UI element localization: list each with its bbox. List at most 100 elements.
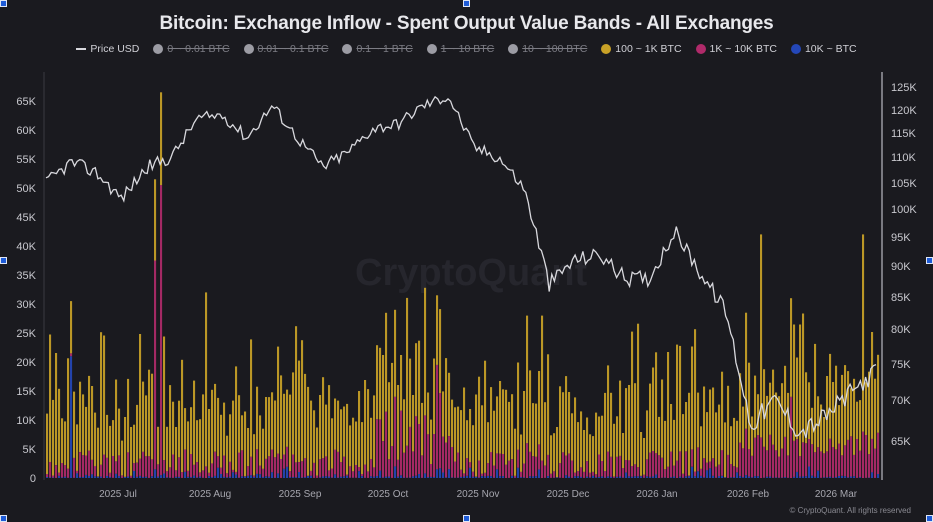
- bar-segment: [577, 476, 580, 478]
- bar-segment: [328, 385, 331, 471]
- bar-segment: [580, 467, 583, 477]
- bar-segment: [589, 477, 592, 478]
- bar-segment: [85, 455, 88, 475]
- selection-handle[interactable]: [0, 257, 7, 264]
- selection-handle[interactable]: [926, 515, 933, 522]
- bar-segment: [112, 456, 115, 478]
- bar-segment: [670, 404, 673, 452]
- bar-segment: [208, 476, 211, 478]
- bar-segment: [559, 386, 562, 464]
- bar-segment: [628, 460, 631, 477]
- bar-segment: [199, 419, 202, 473]
- bar-segment: [628, 476, 631, 478]
- y2-tick-label: 70K: [891, 395, 911, 407]
- selection-handle[interactable]: [0, 515, 7, 522]
- bar-segment: [403, 399, 406, 453]
- selection-handle[interactable]: [0, 0, 7, 7]
- bar-segment: [430, 464, 433, 477]
- bar-segment: [508, 401, 511, 461]
- bar-segment: [271, 472, 274, 478]
- bar-segment: [85, 474, 88, 478]
- bar-segment: [364, 464, 367, 478]
- bar-segment: [616, 416, 619, 457]
- bar-segment: [652, 367, 655, 451]
- bar-segment: [691, 466, 694, 478]
- legend-item-band-1-10[interactable]: 1 ~ 10 BTC: [426, 43, 494, 55]
- bar-segment: [133, 424, 136, 464]
- bar-segment: [157, 464, 160, 477]
- bar-segment: [304, 458, 307, 478]
- bar-segment: [298, 360, 301, 462]
- circle-swatch-icon: [601, 44, 612, 54]
- bar-segment: [226, 473, 229, 478]
- bar-segment: [469, 462, 472, 468]
- right-y-axis: 65K 70K 75K 80K 85K 90K 95K 100K 105K 110K 115K 120…: [891, 82, 917, 448]
- bar-segment: [664, 420, 667, 470]
- bar-segment: [280, 459, 283, 478]
- bar-segment: [61, 463, 64, 478]
- bar-segment: [406, 445, 409, 478]
- bar-segment: [706, 412, 709, 463]
- bar-segment: [232, 472, 235, 478]
- bar-segment: [223, 476, 226, 478]
- legend-item-band-1k-10k[interactable]: 1K ~ 10K BTC: [695, 43, 777, 55]
- bar-segment: [121, 475, 124, 478]
- bar-segment: [106, 457, 109, 476]
- legend-label: 10 ~ 100 BTC: [522, 43, 588, 55]
- selection-handle[interactable]: [463, 0, 470, 7]
- bar-segment: [109, 472, 112, 477]
- bar-segment: [700, 426, 703, 469]
- bar-segment: [553, 471, 556, 478]
- bar-segment: [709, 461, 712, 469]
- bar-segment: [52, 475, 55, 478]
- bar-segment: [385, 411, 388, 477]
- legend-label: Price USD: [90, 43, 140, 55]
- legend-item-band-01-1[interactable]: 0.1 ~ 1 BTC: [342, 43, 413, 55]
- bar-segment: [325, 404, 328, 457]
- bar-segment: [277, 453, 280, 474]
- bar-segment: [751, 416, 754, 456]
- bar-segment: [400, 355, 403, 411]
- legend-item-band-001-01[interactable]: 0.01 ~ 0.1 BTC: [243, 43, 328, 55]
- bar-segment: [766, 450, 769, 477]
- bar-segment: [193, 464, 196, 476]
- bar-segment: [484, 476, 487, 478]
- legend-item-band-100-1k[interactable]: 100 ~ 1K BTC: [601, 43, 682, 55]
- bar-segment: [259, 474, 262, 478]
- bar-segment: [700, 475, 703, 478]
- bar-segment: [772, 444, 775, 478]
- bar-segment: [334, 449, 337, 475]
- bar-segment: [802, 442, 805, 477]
- legend-item-price-usd[interactable]: Price USD: [76, 43, 139, 55]
- bar-segment: [760, 234, 763, 438]
- bar-segment: [595, 477, 598, 478]
- bar-segment: [808, 382, 811, 439]
- bar-segment: [340, 476, 343, 478]
- bar-segment: [346, 403, 349, 475]
- bar-segment: [274, 457, 277, 478]
- circle-swatch-icon: [153, 44, 164, 54]
- bar-segment: [115, 379, 118, 462]
- bar-segment: [403, 452, 406, 478]
- bar-segment: [649, 476, 652, 478]
- legend-item-band-10k-plus[interactable]: 10K ~ BTC: [790, 43, 857, 55]
- bar-segment: [208, 409, 211, 473]
- selection-handle[interactable]: [926, 257, 933, 264]
- bar-segment: [811, 444, 814, 476]
- selection-handle[interactable]: [463, 515, 470, 522]
- bar-segment: [205, 466, 208, 478]
- bar-segment: [265, 397, 268, 459]
- bar-segment: [292, 372, 295, 455]
- bar-segment: [358, 391, 361, 467]
- y-tick-label: 25K: [16, 328, 36, 340]
- bar-segment: [610, 456, 613, 477]
- x-tick-label: 2025 Oct: [368, 489, 409, 500]
- bar-segment: [814, 343, 817, 453]
- legend-item-band-0-001[interactable]: 0 ~ 0.01 BTC: [153, 43, 230, 55]
- bar-segment: [472, 471, 475, 477]
- bar-segment: [781, 448, 784, 478]
- x-tick-label: 2025 Sep: [279, 489, 322, 500]
- legend-item-band-10-100[interactable]: 10 ~ 100 BTC: [508, 43, 587, 55]
- bar-segment: [661, 379, 664, 458]
